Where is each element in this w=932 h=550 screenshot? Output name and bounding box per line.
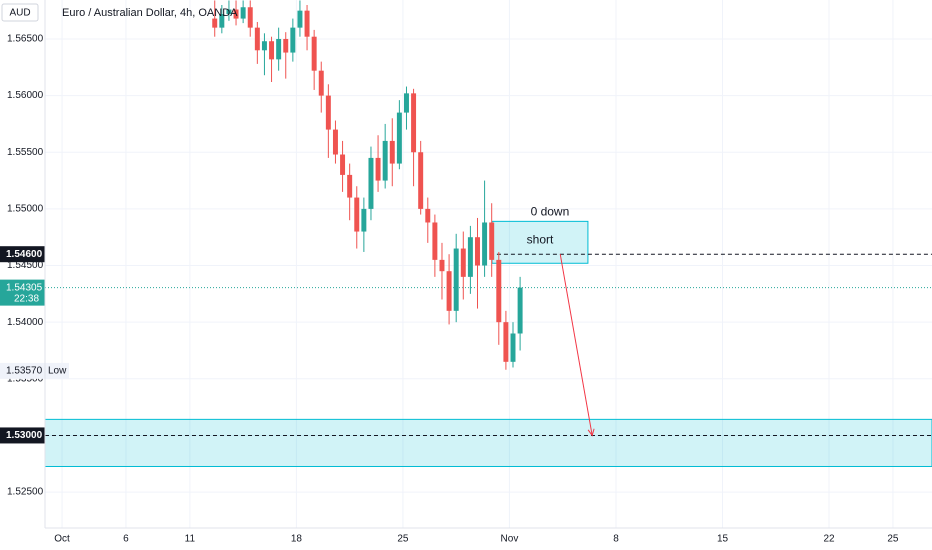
arrow-head [587, 428, 595, 437]
y-tick-label: 1.53500 [7, 373, 44, 384]
y-tick-label: 1.52500 [7, 487, 44, 498]
candle-body [340, 154, 346, 175]
note: 0 down [531, 204, 570, 218]
x-tick-label: 25 [397, 534, 409, 545]
level-price-box [0, 246, 45, 263]
candle-body [482, 222, 488, 266]
candle-body [510, 333, 516, 362]
chart-title: Euro / Australian Dollar, 4h, OANDA [62, 7, 238, 19]
target-zone [44, 418, 932, 467]
candle-body [496, 259, 502, 323]
candle-body [361, 208, 367, 232]
candle-body [311, 36, 317, 71]
x-tick-label: Nov [501, 534, 519, 545]
x-tick-label: 8 [613, 534, 619, 545]
level-price-label: 1.54600 [6, 249, 43, 260]
candle-body [212, 18, 218, 28]
short-label: short [527, 232, 554, 246]
y-tick-label: 1.56500 [7, 34, 44, 45]
candle-body [460, 248, 466, 277]
candle-body [283, 38, 289, 53]
level-price-box [0, 427, 45, 444]
y-tick-label: 1.55500 [7, 147, 44, 158]
y-tick-label: 1.56000 [7, 90, 44, 101]
candle-body [418, 152, 424, 209]
candle-body [446, 271, 452, 311]
candle-body [389, 140, 395, 164]
x-tick-label: 11 [185, 534, 196, 545]
candle-body [375, 157, 381, 181]
candle-body [325, 95, 331, 130]
y-tick-label: 1.55000 [7, 204, 44, 215]
candle-body [403, 93, 409, 113]
low-tag-box [45, 362, 69, 379]
candle-body [354, 197, 360, 232]
low-price-box [0, 362, 45, 379]
candle-body [432, 222, 438, 260]
candle-body [382, 140, 388, 181]
grid [45, 0, 932, 528]
currency-badge[interactable] [1, 3, 39, 22]
x-tick-label: 25 [887, 534, 899, 545]
candle-body [290, 27, 296, 53]
drawings: short 0 down [44, 204, 932, 467]
countdown: 22:38 [14, 293, 39, 304]
candle-body [368, 157, 374, 209]
candle-body [297, 10, 303, 28]
candle-body [467, 237, 473, 277]
candles [212, 0, 523, 370]
candle-body [269, 41, 275, 60]
candle-body [489, 222, 495, 260]
candle-body [219, 14, 225, 28]
candle-body [411, 93, 417, 153]
candle-body [396, 112, 402, 164]
candle-body [475, 237, 480, 266]
candle-body [226, 9, 232, 15]
arrow [559, 254, 593, 436]
x-tick-label: 22 [823, 534, 835, 545]
candle-body [503, 322, 509, 362]
x-tick-label: 6 [123, 534, 129, 545]
candle-body [261, 41, 267, 51]
y-tick-label: 1.54500 [7, 260, 44, 271]
x-tick-label: 18 [291, 534, 303, 545]
candle-body [332, 129, 338, 155]
candle-body [276, 38, 282, 60]
candle-body [425, 208, 431, 223]
currency: AUD [9, 8, 30, 19]
level-price-label: 1.53000 [6, 430, 43, 441]
candle-body [439, 259, 445, 272]
candle-body [453, 248, 459, 311]
candle-body [318, 70, 324, 96]
candle-body [240, 7, 246, 19]
candle-body [517, 287, 523, 334]
x-tick-label: Oct [54, 534, 70, 545]
candle-body [254, 27, 260, 51]
last-price-box [0, 279, 45, 306]
labels: 1.52500 1.53000 1.53500 1.54000 1.54500 1.550… [0, 34, 899, 545]
x-tick-label: 15 [717, 534, 729, 545]
low-tag: Low [48, 366, 67, 377]
y-tick-label: 1.54000 [7, 317, 44, 328]
candle-body [247, 7, 253, 28]
candle-body [347, 174, 353, 198]
low-price-label: 1.53570 [6, 366, 43, 377]
last-price-label: 1.54305 [6, 282, 43, 293]
candle-body [304, 10, 310, 37]
candle-body [233, 9, 239, 19]
